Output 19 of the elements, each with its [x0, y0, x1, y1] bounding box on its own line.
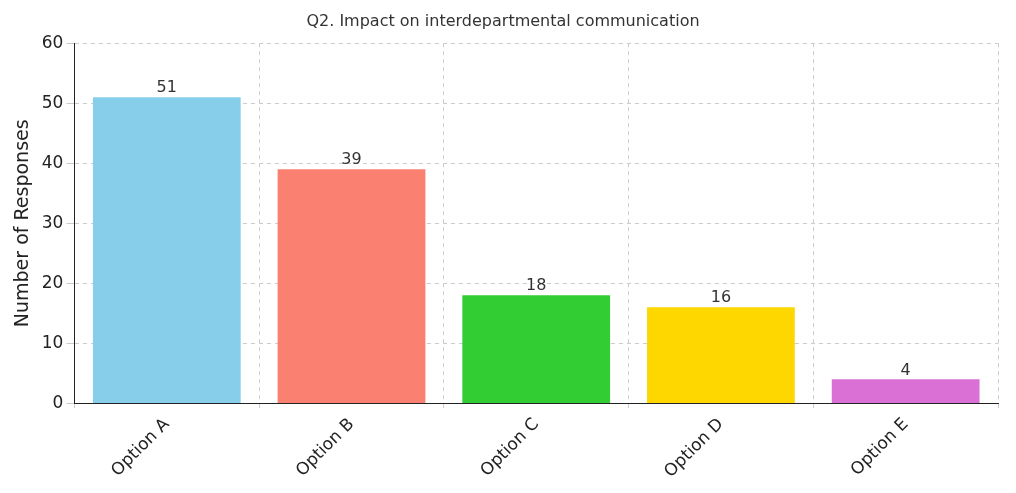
y-tick-label: 30 — [41, 211, 64, 232]
data-label: 16 — [710, 287, 732, 307]
y-tick-label: 0 — [52, 391, 64, 412]
data-label: 39 — [341, 149, 362, 169]
y-axis-title: Number of Responses — [10, 119, 33, 328]
y-tick-label: 60 — [41, 31, 64, 52]
data-label: 4 — [900, 359, 911, 379]
y-tick-label: 50 — [41, 91, 64, 112]
bar — [462, 295, 611, 403]
chart-title: Q2. Impact on interdepartmental communication — [306, 10, 700, 30]
bar — [277, 169, 426, 403]
bar — [647, 307, 795, 403]
y-tick-label: 10 — [41, 331, 64, 352]
bar — [92, 97, 241, 403]
data-label: 51 — [156, 77, 177, 97]
y-tick-label: 20 — [41, 271, 64, 292]
bar — [831, 379, 980, 403]
data-label: 18 — [526, 275, 547, 295]
y-tick-label: 40 — [41, 151, 64, 172]
